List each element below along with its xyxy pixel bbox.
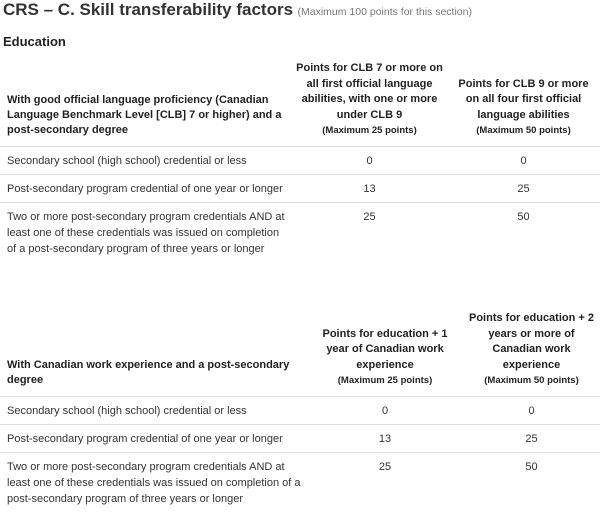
page-subtitle: (Maximum 100 points for this section)	[297, 6, 472, 18]
row-col1-value: 13	[307, 423, 463, 452]
table-header-col1: Points for CLB 7 or more on all first of…	[292, 58, 447, 146]
row-col2-value: 25	[447, 173, 600, 202]
table-row: Post-secondary program credential of one…	[0, 173, 600, 202]
language-proficiency-table: With good official language proficiency …	[0, 58, 600, 262]
table-header-col1-text: Points for education + 1 year of Canadia…	[322, 327, 448, 371]
row-col2-value: 50	[447, 201, 600, 262]
table-header-col1-max: (Maximum 25 points)	[322, 125, 417, 136]
table-row: Secondary school (high school) credentia…	[0, 395, 600, 424]
row-col2-value: 50	[463, 451, 600, 512]
row-label: Secondary school (high school) credentia…	[0, 145, 292, 174]
row-label: Post-secondary program credential of one…	[0, 423, 307, 452]
row-col1-value: 13	[292, 173, 447, 202]
row-col1-value: 25	[292, 201, 447, 262]
table-header-main: With good official language proficiency …	[7, 93, 282, 136]
table-header-col1: Points for education + 1 year of Canadia…	[307, 310, 463, 396]
row-col1-value: 0	[292, 145, 447, 174]
row-label: Two or more post-secondary program crede…	[0, 451, 307, 512]
page-title: CRS – C. Skill transferability factors	[3, 0, 294, 19]
table-header-col2: Points for education + 2 years or more o…	[463, 310, 600, 396]
table-row: Secondary school (high school) credentia…	[0, 145, 600, 174]
canadian-work-experience-table: With Canadian work experience and a post…	[0, 310, 600, 512]
title-row: CRS – C. Skill transferability factors (…	[3, 0, 472, 20]
table-header-col1-max: (Maximum 25 points)	[337, 375, 433, 386]
table-header-col2-text: Points for CLB 9 or more on all four fir…	[458, 77, 589, 121]
row-col1-value: 0	[307, 395, 463, 424]
table-header-row: With good official language proficiency …	[0, 58, 600, 146]
table-row: Two or more post-secondary program crede…	[0, 201, 600, 262]
table-row: Two or more post-secondary program crede…	[0, 451, 600, 512]
row-col2-value: 25	[463, 423, 600, 452]
row-col2-value: 0	[447, 145, 600, 174]
table-header-col2-max: (Maximum 50 points)	[476, 125, 571, 136]
section-heading: Education	[3, 34, 66, 49]
table-header-row: With Canadian work experience and a post…	[0, 310, 600, 396]
table-header-col1-text: Points for CLB 7 or more on all first of…	[296, 62, 443, 121]
table-header-col2-text: Points for education + 2 years or more o…	[469, 312, 594, 371]
row-label: Secondary school (high school) credentia…	[0, 395, 307, 424]
table-header-main: With Canadian work experience and a post…	[7, 358, 290, 386]
row-col1-value: 25	[307, 451, 463, 512]
row-label: Two or more post-secondary program crede…	[0, 201, 292, 262]
table-header-col2: Points for CLB 9 or more on all four fir…	[447, 58, 600, 146]
row-label: Post-secondary program credential of one…	[0, 173, 292, 202]
row-col2-value: 0	[463, 395, 600, 424]
table-header-col2-max: (Maximum 50 points)	[484, 375, 579, 386]
table-row: Post-secondary program credential of one…	[0, 423, 600, 452]
